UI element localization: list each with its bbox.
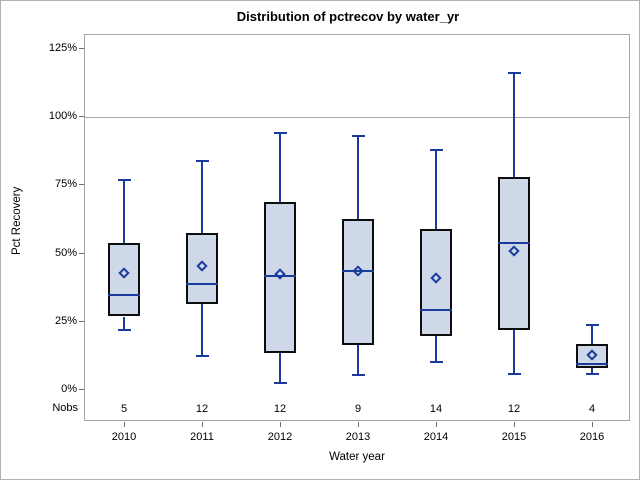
min-cap-2016 (585, 372, 599, 375)
upper-whisker-2013 (357, 136, 359, 220)
y-tick-label-125: 125% (48, 41, 77, 54)
y-tick-label-75: 75% (54, 178, 77, 191)
reference-line-100pct (85, 116, 629, 118)
median-line-2014 (420, 308, 452, 311)
x-tick-2012 (280, 422, 281, 427)
nobs-value-2011: 12 (195, 403, 209, 415)
median-line-2010 (108, 293, 140, 296)
max-cap-2014 (429, 148, 443, 151)
min-cap-2014 (429, 360, 443, 363)
iqr-box-2013 (342, 219, 374, 346)
iqr-box-2014 (420, 229, 452, 336)
upper-whisker-2010 (123, 179, 125, 243)
iqr-box-2011 (186, 233, 218, 305)
max-cap-2011 (195, 159, 209, 162)
nobs-value-2016: 4 (588, 403, 596, 415)
plot-area: 5 2010 12 2011 12 2012 9 2013 14 2014 12 2015 4 2016 (84, 34, 630, 443)
x-axis-title: Water year (329, 451, 385, 463)
lower-whisker-2013 (357, 345, 359, 376)
lower-whisker-2014 (435, 335, 437, 362)
nobs-value-2015: 12 (507, 403, 521, 415)
max-cap-2015 (507, 72, 521, 75)
y-tick-mark-0 (79, 389, 84, 391)
y-axis-title: Pct Recovery (11, 186, 23, 256)
min-cap-2012 (273, 382, 287, 385)
median-line-2015 (498, 241, 530, 244)
y-tick-label-100: 100% (48, 109, 77, 122)
min-cap-2013 (351, 374, 365, 377)
median-line-2012 (264, 274, 296, 277)
y-tick-mark-25 (79, 320, 84, 322)
nobs-row-header: Nobs (52, 402, 78, 414)
upper-whisker-2014 (435, 149, 437, 230)
upper-whisker-2015 (513, 73, 515, 178)
y-tick-mark-100 (79, 115, 84, 117)
max-cap-2010 (117, 178, 131, 181)
chart-title: Distribution of pctrecov by water_yr (236, 9, 460, 24)
nobs-value-2010: 5 (120, 403, 128, 415)
upper-whisker-2012 (279, 133, 281, 202)
median-line-2016 (576, 363, 608, 366)
x-tick-2015 (514, 422, 515, 427)
lower-whisker-2011 (201, 304, 203, 357)
nobs-value-2014: 14 (429, 403, 443, 415)
max-cap-2013 (351, 135, 365, 138)
upper-whisker-2011 (201, 160, 203, 234)
y-tick-label-0: 0% (61, 383, 77, 396)
nobs-value-2012: 12 (273, 403, 287, 415)
y-tick-mark-75 (79, 184, 84, 186)
x-label-2011: 2011 (190, 431, 214, 443)
x-tick-2010 (124, 422, 125, 427)
x-label-2010: 2010 (111, 431, 137, 443)
lower-whisker-2015 (513, 330, 515, 374)
y-tick-label-25: 25% (54, 314, 77, 327)
y-tick-label-50: 50% (54, 246, 77, 259)
median-line-2013 (342, 270, 374, 273)
max-cap-2016 (585, 323, 599, 326)
iqr-box-2012 (264, 201, 296, 354)
upper-whisker-2016 (591, 324, 593, 344)
x-tick-2016 (592, 422, 593, 427)
x-label-2016: 2016 (579, 431, 605, 443)
x-label-2015: 2015 (501, 431, 527, 443)
iqr-box-2010 (108, 242, 140, 317)
min-cap-2011 (195, 355, 209, 358)
min-cap-2015 (507, 372, 521, 375)
nobs-value-2013: 9 (354, 403, 362, 415)
lower-whisker-2012 (279, 353, 281, 384)
y-tick-mark-125 (79, 47, 84, 49)
iqr-box-2015 (498, 177, 530, 331)
x-tick-2011 (202, 422, 203, 427)
lower-whisker-2010 (123, 316, 125, 331)
median-line-2011 (186, 282, 218, 285)
x-tick-2013 (358, 422, 359, 427)
x-label-2013: 2013 (345, 431, 371, 443)
x-label-2014: 2014 (423, 431, 449, 443)
max-cap-2012 (273, 132, 287, 135)
lower-whisker-2016 (591, 368, 593, 374)
min-cap-2010 (117, 329, 131, 332)
x-tick-2014 (436, 422, 437, 427)
x-label-2012: 2012 (267, 431, 293, 443)
y-tick-mark-50 (79, 252, 84, 254)
